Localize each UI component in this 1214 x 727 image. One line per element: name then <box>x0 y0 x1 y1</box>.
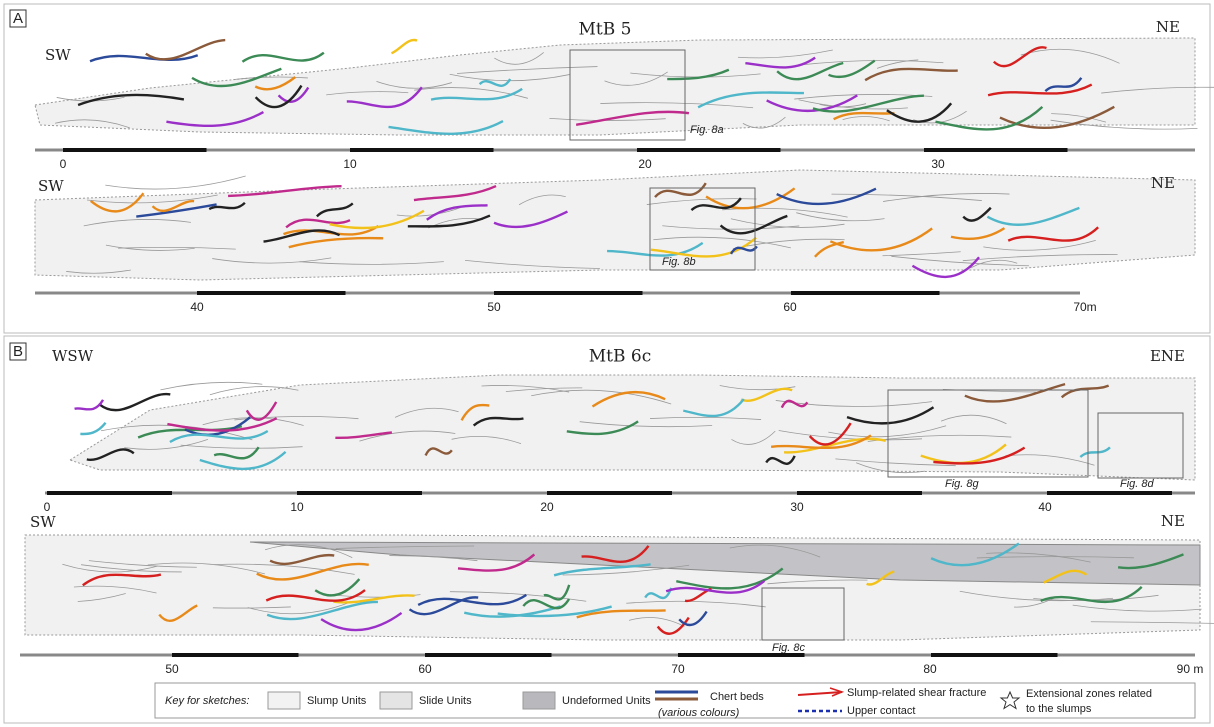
chert-bed <box>391 40 417 53</box>
chert-bed <box>75 400 104 410</box>
chert-bed <box>146 40 225 59</box>
scale-label: 20 <box>540 500 554 514</box>
scale-label: 10 <box>290 500 304 514</box>
scale-label: 70m <box>1073 300 1096 314</box>
scale-label: 10 <box>343 157 357 171</box>
section-title: MtB 5 <box>579 20 632 40</box>
key-item: Extensional zones related <box>1026 688 1152 700</box>
side-label: SW <box>45 46 71 64</box>
slide-swatch <box>380 692 412 709</box>
chert-bed <box>242 53 323 62</box>
side-label: NE <box>1156 18 1180 36</box>
scale-label: 50 <box>165 662 179 676</box>
scale-label: 20 <box>638 157 652 171</box>
scale-label: 60 <box>783 300 797 314</box>
figure: A SW NE MtB 5 Fig. 8a 0 10 20 30 SW NE Fig. 8b 40 50 6… <box>0 0 1214 727</box>
scale-label: 90 m <box>1177 662 1204 676</box>
bedding-line <box>105 176 245 189</box>
chert-bed <box>99 394 170 410</box>
scale-label: 80 <box>923 662 937 676</box>
key-item: Upper contact <box>847 705 915 717</box>
scale-label: 40 <box>1038 500 1052 514</box>
undeformed-swatch <box>523 692 555 709</box>
side-label: SW <box>30 513 56 531</box>
key-item: Slump Units <box>307 695 367 707</box>
figure-label: Fig. 8b <box>662 256 696 268</box>
key-item: Slide Units <box>419 695 472 707</box>
panel-label: A <box>13 10 23 27</box>
scale-label: 50 <box>487 300 501 314</box>
key-item: to the slumps <box>1026 703 1092 715</box>
scale-label: 40 <box>190 300 204 314</box>
side-label: SW <box>38 177 64 195</box>
side-label: NE <box>1161 512 1185 530</box>
section-title: MtB 6c <box>589 347 651 367</box>
side-label: WSW <box>52 347 94 365</box>
slump-swatch <box>268 692 300 709</box>
side-label: ENE <box>1150 347 1185 365</box>
chert-bed <box>80 423 105 434</box>
panel-label: B <box>13 343 23 360</box>
scale-label: 0 <box>60 157 67 171</box>
scale-label: 60 <box>418 662 432 676</box>
key-item: Chert beds <box>710 691 764 703</box>
scale-label: 30 <box>931 157 945 171</box>
key-note: (various colours) <box>658 707 740 719</box>
key-title: Key for sketches: <box>165 695 249 707</box>
figure-label: Fig. 8a <box>690 124 724 136</box>
key-item: Undeformed Units <box>562 695 651 707</box>
scale-label: 30 <box>790 500 804 514</box>
bedding-line <box>160 382 262 390</box>
side-label: NE <box>1151 174 1175 192</box>
figure-label: Fig. 8c <box>772 642 806 654</box>
key-item: Slump-related shear fracture <box>847 687 986 699</box>
figure-label: Fig. 8g <box>945 478 980 490</box>
scale-label: 70 <box>671 662 685 676</box>
figure-label: Fig. 8d <box>1120 478 1155 490</box>
